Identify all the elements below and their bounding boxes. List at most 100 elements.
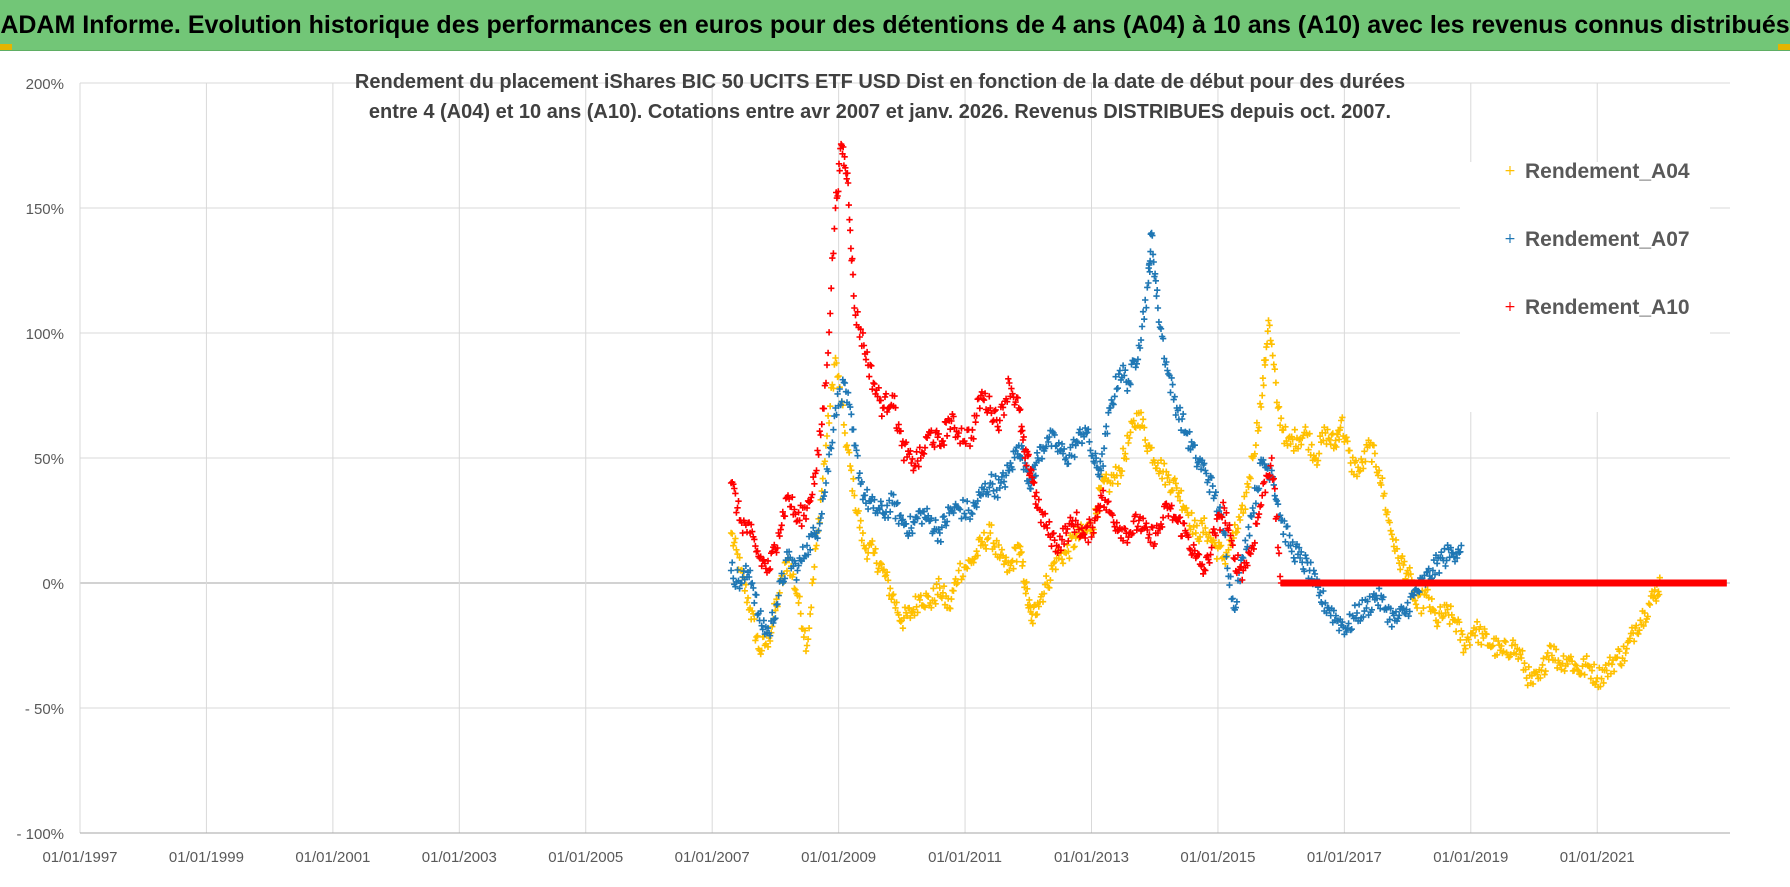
x-tick-label: 01/01/2005 [548, 849, 623, 866]
point-a04 [1344, 438, 1351, 445]
point-a07 [1208, 474, 1215, 481]
point-a04 [1418, 610, 1425, 617]
point-a10 [1063, 529, 1070, 537]
point-a07 [814, 535, 821, 542]
point-a07 [932, 516, 939, 524]
point-a07 [1392, 608, 1400, 615]
point-a04 [879, 567, 887, 574]
point-a07 [1368, 606, 1375, 613]
point-a10 [951, 424, 958, 431]
point-a07 [1097, 458, 1104, 465]
point-a07 [1401, 609, 1408, 617]
point-a10 [1228, 537, 1235, 544]
point-a04 [940, 583, 948, 590]
point-a04 [1537, 674, 1544, 682]
point-a07 [1086, 438, 1093, 445]
point-a04 [1610, 668, 1618, 675]
point-a10 [1109, 512, 1116, 519]
point-a10 [920, 450, 928, 457]
point-a07 [838, 398, 845, 405]
point-a04 [1256, 400, 1264, 407]
point-a07 [1009, 466, 1016, 473]
point-a07 [1149, 251, 1157, 258]
point-a04 [1139, 416, 1147, 423]
point-a07 [1380, 593, 1387, 601]
point-a07 [883, 502, 891, 509]
point-a07 [1242, 537, 1249, 544]
a10-zero-segment [1281, 579, 1727, 587]
point-a07 [1245, 523, 1252, 531]
point-a04 [1251, 450, 1258, 457]
point-a10 [1269, 476, 1276, 483]
point-a10 [1057, 547, 1065, 554]
point-a07 [1191, 442, 1198, 449]
point-a10 [931, 443, 938, 451]
point-a10 [832, 204, 839, 212]
point-a10 [771, 541, 778, 549]
point-a04 [1267, 337, 1274, 344]
point-a04 [1600, 679, 1607, 687]
point-a04 [1407, 570, 1414, 578]
point-a10 [835, 188, 842, 195]
point-a10 [731, 485, 738, 492]
point-a10 [1244, 562, 1251, 569]
point-a07 [1001, 483, 1009, 491]
point-a10 [749, 528, 756, 535]
point-a04 [795, 599, 802, 607]
point-a07 [742, 562, 750, 570]
point-a07 [847, 403, 854, 411]
point-a04 [1266, 322, 1273, 329]
point-a04 [1270, 361, 1277, 368]
point-a07 [734, 566, 741, 574]
point-a07 [1172, 411, 1179, 419]
point-a10 [1202, 567, 1209, 574]
point-a04 [773, 596, 780, 603]
point-a04 [1561, 667, 1568, 675]
point-a07 [1146, 268, 1153, 275]
point-a07 [1449, 549, 1457, 556]
point-a07 [909, 530, 916, 537]
point-a07 [966, 515, 974, 523]
point-a10 [793, 518, 800, 525]
point-a07 [858, 478, 865, 486]
point-a04 [1259, 392, 1266, 399]
point-a04 [807, 610, 814, 618]
point-a04 [1626, 635, 1634, 642]
point-a04 [1026, 596, 1033, 604]
point-a10 [1223, 509, 1230, 516]
point-a04 [1119, 445, 1127, 452]
point-a07 [821, 489, 829, 496]
point-a10 [1023, 462, 1030, 469]
point-a07 [1155, 318, 1163, 326]
point-a07 [785, 548, 793, 555]
point-a04 [732, 535, 739, 542]
point-a04 [1456, 619, 1463, 626]
point-a10 [813, 467, 820, 474]
point-a07 [1149, 232, 1156, 239]
point-a07 [1115, 370, 1123, 378]
point-a10 [1163, 500, 1170, 507]
point-a04 [1240, 509, 1247, 517]
point-a07 [1364, 598, 1371, 605]
point-a07 [758, 622, 765, 629]
point-a07 [828, 445, 835, 452]
point-a07 [793, 576, 800, 584]
point-a04 [868, 541, 875, 548]
point-a07 [1223, 553, 1230, 560]
point-a04 [1010, 565, 1017, 572]
point-a04 [1413, 604, 1421, 612]
point-a07 [961, 510, 968, 517]
point-a04 [843, 442, 851, 449]
point-a07 [751, 599, 758, 607]
point-a04 [1260, 382, 1267, 389]
point-a04 [1349, 454, 1356, 461]
point-a10 [1004, 398, 1011, 405]
point-a04 [830, 385, 837, 392]
point-a04 [1375, 467, 1383, 474]
point-a07 [753, 591, 760, 599]
point-a10 [907, 447, 914, 455]
point-a04 [1308, 441, 1315, 448]
point-a07 [1387, 605, 1394, 612]
point-a04 [1564, 660, 1571, 668]
